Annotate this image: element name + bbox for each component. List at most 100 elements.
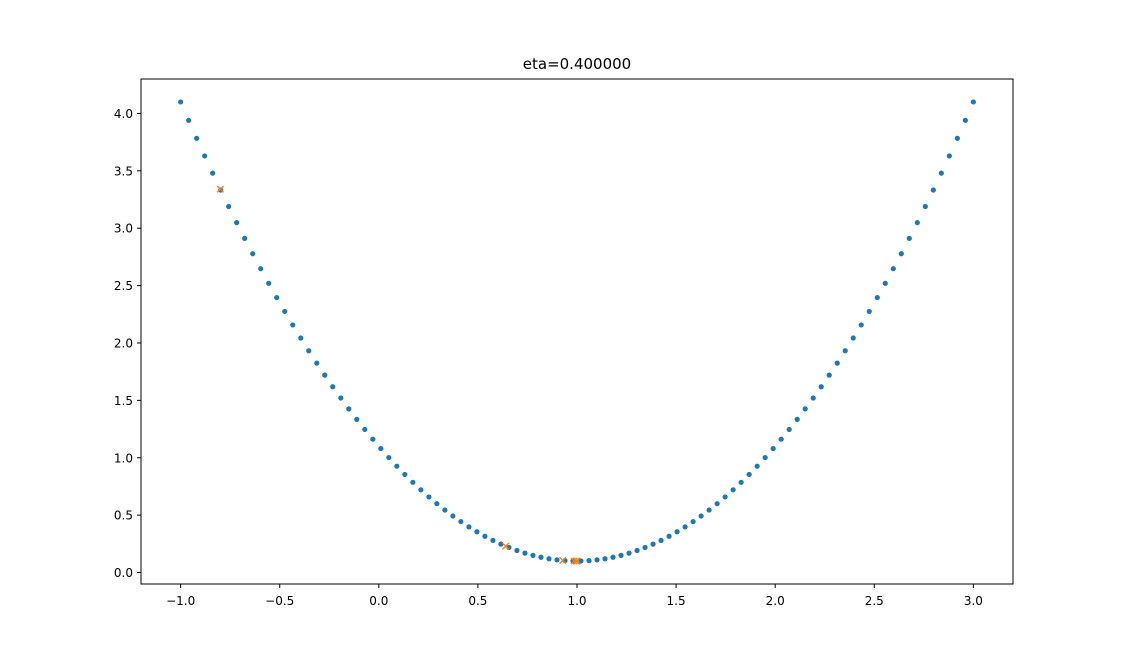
x-tick-label: 0.5 <box>468 594 487 608</box>
curve-point <box>722 494 728 500</box>
curve-point <box>322 372 328 378</box>
curve-point <box>178 99 184 105</box>
iterate-marker <box>559 556 567 565</box>
curve-point <box>866 308 872 315</box>
y-tick-label: 2.5 <box>114 279 133 293</box>
curve-point <box>658 537 664 543</box>
curve-point <box>386 454 392 461</box>
iterate-marker <box>216 185 224 193</box>
curve-point <box>762 454 768 461</box>
curve-point <box>922 203 928 210</box>
curve-point <box>690 519 696 525</box>
x-tick-label: 3.0 <box>964 594 983 608</box>
curve-point <box>242 235 248 241</box>
curve-point <box>338 395 344 401</box>
curve-point <box>522 550 528 556</box>
curve-point <box>370 436 376 442</box>
curve-point <box>618 552 624 558</box>
curve-point <box>634 547 640 554</box>
y-tick-label: 1.0 <box>114 451 133 465</box>
y-tick-label: 2.0 <box>114 336 133 350</box>
curve-point <box>786 426 792 433</box>
curve-point <box>354 416 360 422</box>
curve-point <box>490 537 496 543</box>
curve-point <box>498 541 504 547</box>
curve-point <box>306 348 312 354</box>
curve-point <box>938 170 944 176</box>
curve-point <box>274 294 280 301</box>
curve-point <box>962 117 968 123</box>
curve-point <box>474 529 480 535</box>
chart-title: eta=0.400000 <box>523 55 631 73</box>
curve-point <box>346 406 352 412</box>
curve-point <box>330 384 336 390</box>
curve-point <box>642 544 648 551</box>
curve-point <box>434 501 440 507</box>
axes-frame <box>140 78 1014 585</box>
curve-point <box>226 203 232 210</box>
curve-point <box>970 99 976 105</box>
curve-point <box>282 308 288 315</box>
curve-point <box>410 479 416 485</box>
curve-point <box>554 557 560 563</box>
iterate-marker <box>570 557 578 565</box>
curve-point <box>578 558 584 564</box>
curve-point <box>682 524 688 530</box>
curve-point <box>770 445 776 452</box>
curve-point <box>882 280 888 286</box>
curve-point <box>818 384 824 390</box>
curve-point <box>890 266 896 272</box>
curve-point <box>898 251 904 257</box>
curve-point <box>810 395 816 401</box>
curve-point <box>546 556 552 562</box>
curve-point <box>362 426 368 433</box>
curve-point <box>290 322 296 328</box>
curve-point <box>906 235 912 241</box>
curve-point <box>394 463 400 469</box>
curve-point <box>778 436 784 442</box>
curve-point <box>610 554 616 560</box>
curve-point <box>586 558 592 564</box>
x-tick-label: 2.0 <box>766 594 785 608</box>
curve-point <box>442 507 448 513</box>
iterate-marker <box>501 542 510 550</box>
curve-point <box>426 494 432 500</box>
curve-point <box>514 547 520 554</box>
x-tick-label: −0.5 <box>265 594 294 608</box>
x-tick-label: 1.0 <box>567 594 586 608</box>
curve-point <box>482 533 488 539</box>
curve-point <box>826 372 832 378</box>
x-tick-label: −1.0 <box>166 594 195 608</box>
curve-point <box>714 501 720 507</box>
curve-point <box>186 117 192 123</box>
curve-point <box>258 266 264 272</box>
curve-point <box>466 524 472 530</box>
curve-point <box>842 348 848 354</box>
curve-point <box>946 153 952 159</box>
curve-point <box>858 322 864 328</box>
curve-point <box>874 294 880 301</box>
curve-point <box>234 220 240 226</box>
curve-point <box>266 280 272 286</box>
y-tick-label: 3.0 <box>114 222 133 236</box>
y-tick-label: 3.5 <box>114 164 133 178</box>
curve-point <box>738 479 744 485</box>
curve-point <box>850 335 856 341</box>
iterate-marker <box>573 557 581 565</box>
curve-point <box>298 335 304 341</box>
curve-point <box>594 557 600 563</box>
curve-point <box>202 153 208 159</box>
curve-point <box>914 220 920 226</box>
curve-point <box>402 471 408 478</box>
curve-point <box>834 360 840 366</box>
curve-point <box>754 463 760 469</box>
curve-point <box>210 170 216 176</box>
y-tick-label: 0.5 <box>114 509 133 523</box>
curve-point <box>674 529 680 535</box>
y-tick-label: 1.5 <box>114 394 133 408</box>
curve-point <box>706 507 712 513</box>
plot-area: −1.0 −0.5 0.0 0.5 1.0 1.5 2.0 2.5 3.0 0.0 0.5 1.0 1.… <box>114 99 983 608</box>
curve-point <box>458 519 464 525</box>
